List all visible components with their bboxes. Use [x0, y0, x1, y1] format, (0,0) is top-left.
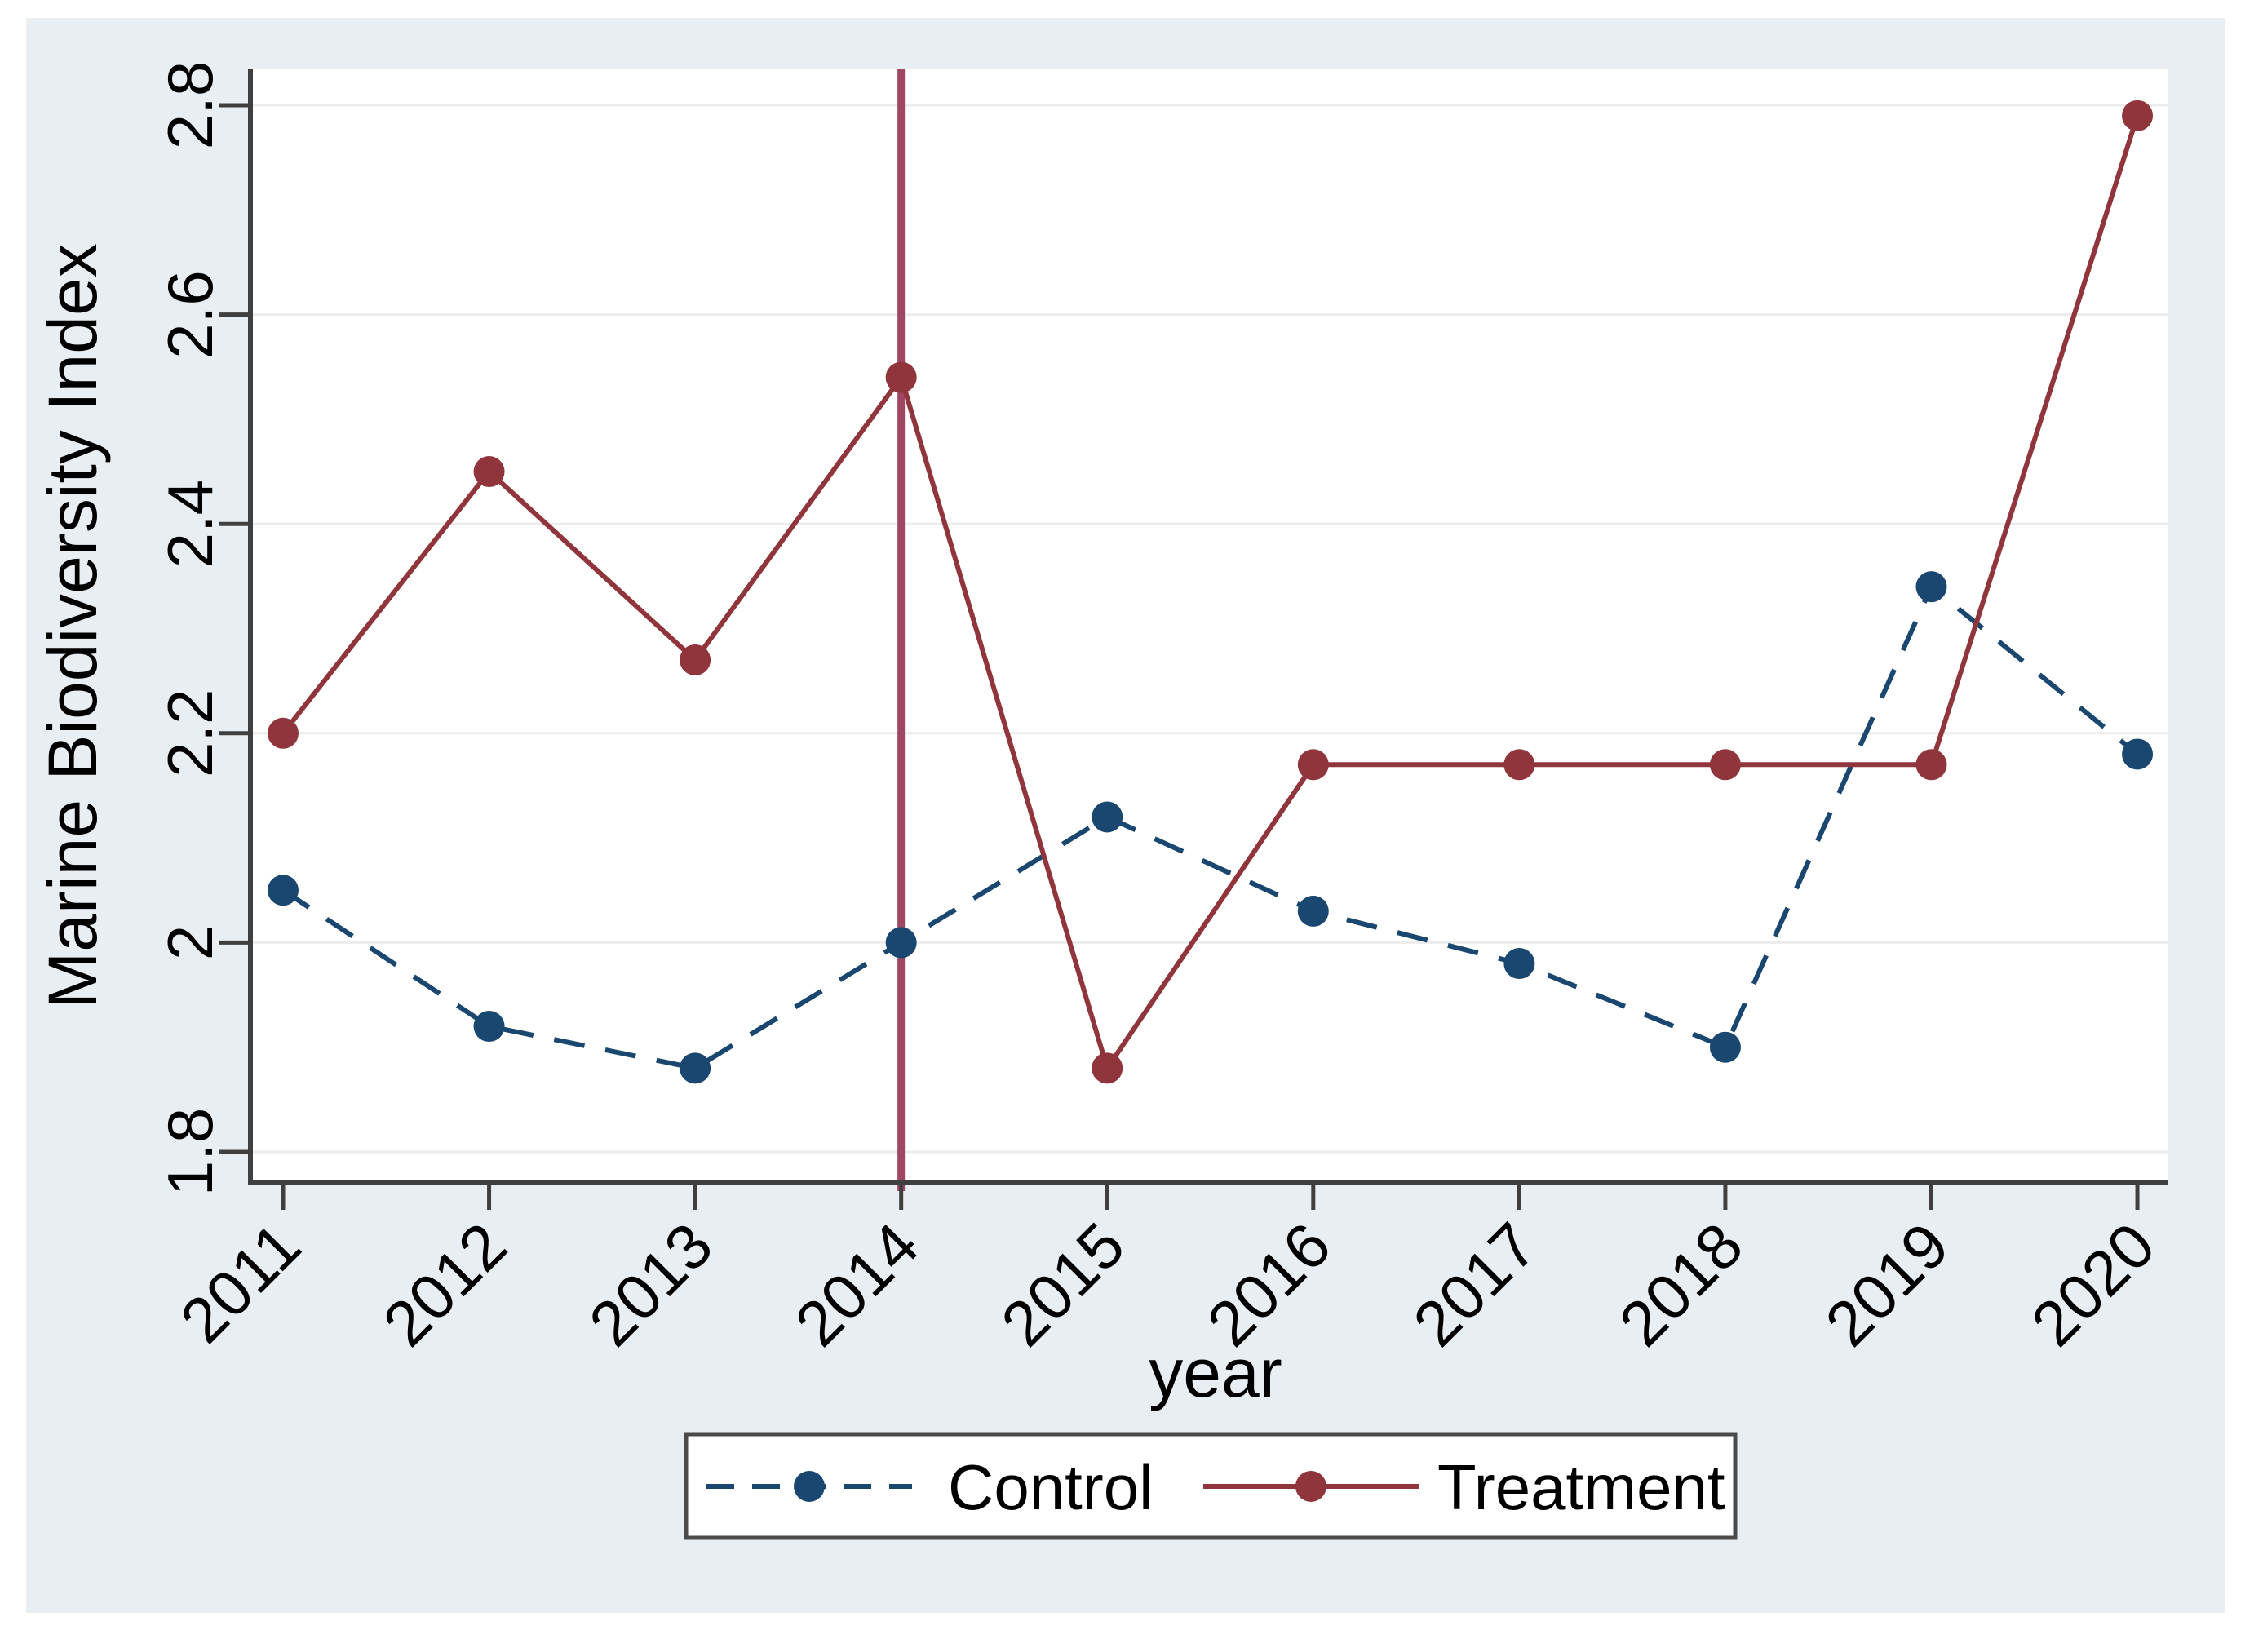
y-tick-label: 2.6 [154, 270, 226, 358]
y-tick-label: 2.2 [154, 689, 226, 777]
data-point-treatment-2019 [1915, 749, 1947, 781]
x-axis-title: year [1149, 1335, 1282, 1411]
data-point-control-2015 [1092, 801, 1123, 833]
data-point-treatment-2014 [885, 361, 917, 393]
gridlines [250, 104, 2168, 1154]
data-point-control-2018 [1709, 1031, 1741, 1063]
data-point-control-2017 [1503, 948, 1535, 980]
data-point-treatment-2017 [1503, 749, 1535, 781]
data-point-treatment-2015 [1092, 1052, 1123, 1084]
control-markers [268, 571, 2154, 1084]
legend-treatment-marker [1295, 1471, 1326, 1502]
plot-area [250, 69, 2168, 1183]
treatment-markers [268, 100, 2154, 1084]
data-point-control-2019 [1915, 571, 1947, 603]
y-tick-label: 2.8 [154, 61, 226, 149]
data-point-control-2014 [885, 927, 917, 959]
data-point-control-2011 [268, 875, 299, 906]
data-point-control-2016 [1297, 895, 1329, 927]
data-point-control-2012 [473, 1011, 505, 1043]
data-point-treatment-2012 [473, 456, 505, 488]
data-point-control-2020 [2122, 738, 2154, 770]
legend-control-marker [794, 1471, 825, 1502]
treatment-line [281, 114, 2140, 1074]
data-point-treatment-2013 [680, 644, 711, 675]
legend-treatment-label: Treatment [1437, 1451, 1725, 1523]
data-point-treatment-2018 [1709, 749, 1741, 781]
data-point-treatment-2011 [268, 717, 299, 749]
legend-control-label: Control [948, 1451, 1153, 1523]
y-tick-label: 1.8 [154, 1108, 226, 1196]
y-tick-label: 2 [154, 925, 226, 960]
data-point-treatment-2020 [2122, 100, 2154, 131]
legend: Control Treatment [684, 1432, 1738, 1540]
control-line [281, 582, 2139, 1071]
data-point-treatment-2016 [1297, 749, 1329, 781]
y-axis-title: Marine Biodiversity Index [34, 243, 111, 1008]
data-point-control-2013 [680, 1052, 711, 1084]
y-tick-label: 2.4 [154, 480, 226, 568]
